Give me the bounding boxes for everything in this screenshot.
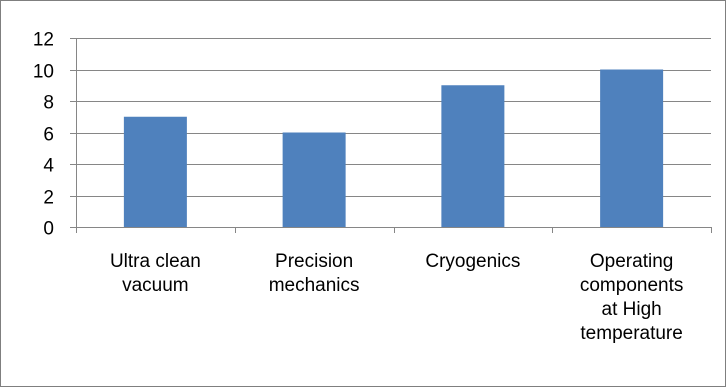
x-category-label-line: temperature (580, 323, 682, 344)
y-tick-label: 8 (43, 93, 54, 114)
x-category-label-line: at High (602, 299, 662, 320)
y-tick-label: 6 (43, 125, 54, 146)
x-category-label-line: vacuum (122, 275, 189, 296)
x-category-label-line: Precision (275, 251, 353, 272)
x-category-label: Ultra clean vacuum (110, 251, 201, 296)
x-category-label: Operating components at High temperature (580, 251, 684, 344)
x-category-label-line: Cryogenics (425, 251, 520, 272)
x-category-label: Precision mechanics (269, 251, 360, 296)
x-category-label-line: Operating (590, 251, 673, 272)
bar (600, 69, 664, 227)
y-tick-label: 12 (33, 30, 54, 51)
bar (123, 116, 187, 227)
y-tick-label: 4 (43, 156, 54, 177)
bar (282, 132, 346, 227)
y-tick-label: 2 (43, 188, 54, 209)
x-category-label-line: components (580, 275, 684, 296)
y-tick-label: 0 (43, 219, 54, 240)
x-category-label-line: mechanics (269, 275, 360, 296)
bar (441, 85, 505, 227)
x-category-label-line: Ultra clean (110, 251, 201, 272)
y-tick-label: 10 (33, 62, 54, 83)
x-category-label: Cryogenics (425, 251, 520, 272)
